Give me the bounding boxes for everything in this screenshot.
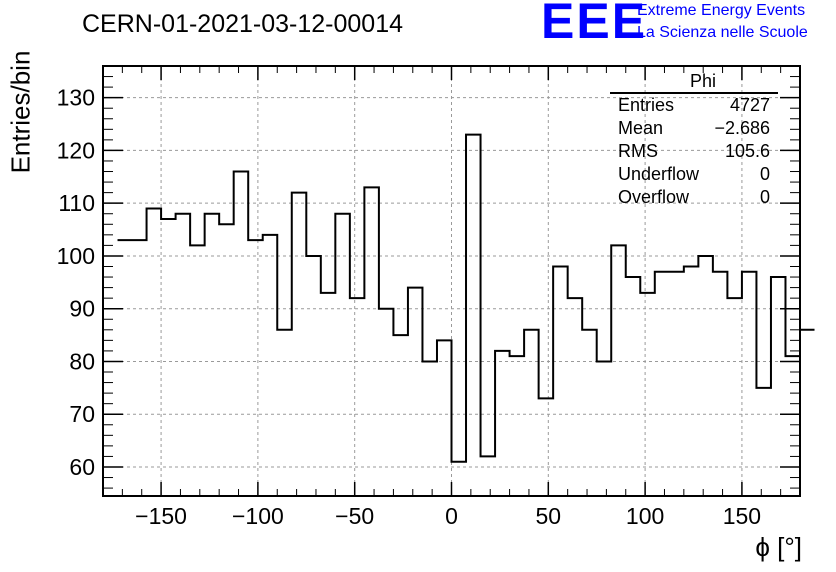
chart-title: CERN-01-2021-03-12-00014 xyxy=(82,10,404,38)
stats-row: Mean −2.686 xyxy=(610,117,778,140)
stats-box: Phi Entries 4727 Mean −2.686 RMS 105.6 Unde… xyxy=(610,70,778,209)
x-tick-label: 100 xyxy=(626,503,664,529)
y-tick-label: 130 xyxy=(57,85,95,111)
y-axis-label: Entries/bin xyxy=(5,50,36,174)
y-tick-label: 60 xyxy=(69,454,95,480)
y-tick-label: 110 xyxy=(58,190,95,216)
stats-value: 105.6 xyxy=(724,141,770,161)
x-tick-label: 150 xyxy=(723,503,761,529)
stats-row: RMS 105.6 xyxy=(610,140,778,163)
y-tick-label: 100 xyxy=(57,243,95,269)
x-tick-label: −150 xyxy=(135,503,187,529)
y-tick-label: 120 xyxy=(57,137,95,163)
stats-label: Underflow xyxy=(618,164,700,184)
stats-title: Phi xyxy=(610,70,778,94)
stats-value: 4727 xyxy=(729,95,770,115)
axis-ticks xyxy=(103,66,800,496)
x-tick-label: −50 xyxy=(335,503,374,529)
stats-row: Underflow 0 xyxy=(610,163,778,186)
x-axis-label: ϕ [°] xyxy=(755,532,802,562)
eee-logo: EEE xyxy=(541,0,648,49)
stats-row: Entries 4727 xyxy=(610,94,778,117)
stats-label: RMS xyxy=(618,141,658,161)
y-tick-label: 70 xyxy=(69,401,95,427)
x-tick-label: 0 xyxy=(445,503,458,529)
stats-value: 0 xyxy=(759,187,770,207)
logo-line-1: Extreme Energy Events xyxy=(637,2,806,19)
stats-value: 0 xyxy=(759,164,770,184)
stats-label: Mean xyxy=(618,118,664,138)
y-tick-label: 80 xyxy=(69,348,95,374)
x-tick-label: 50 xyxy=(536,503,562,529)
stats-value: −2.686 xyxy=(714,118,770,138)
tick-labels: −150 −100 −50 0 50 100 150 60 70 80 90 100 110 120 130 xyxy=(57,85,761,529)
x-tick-label: −100 xyxy=(232,503,284,529)
y-tick-label: 90 xyxy=(69,296,95,322)
logo-line-2: La Scienza nelle Scuole xyxy=(637,24,808,41)
stats-row: Overflow 0 xyxy=(610,186,778,209)
stats-label: Entries xyxy=(618,95,675,115)
plot-frame xyxy=(102,65,801,497)
stats-label: Overflow xyxy=(618,187,690,207)
histogram-step-line xyxy=(117,133,815,463)
